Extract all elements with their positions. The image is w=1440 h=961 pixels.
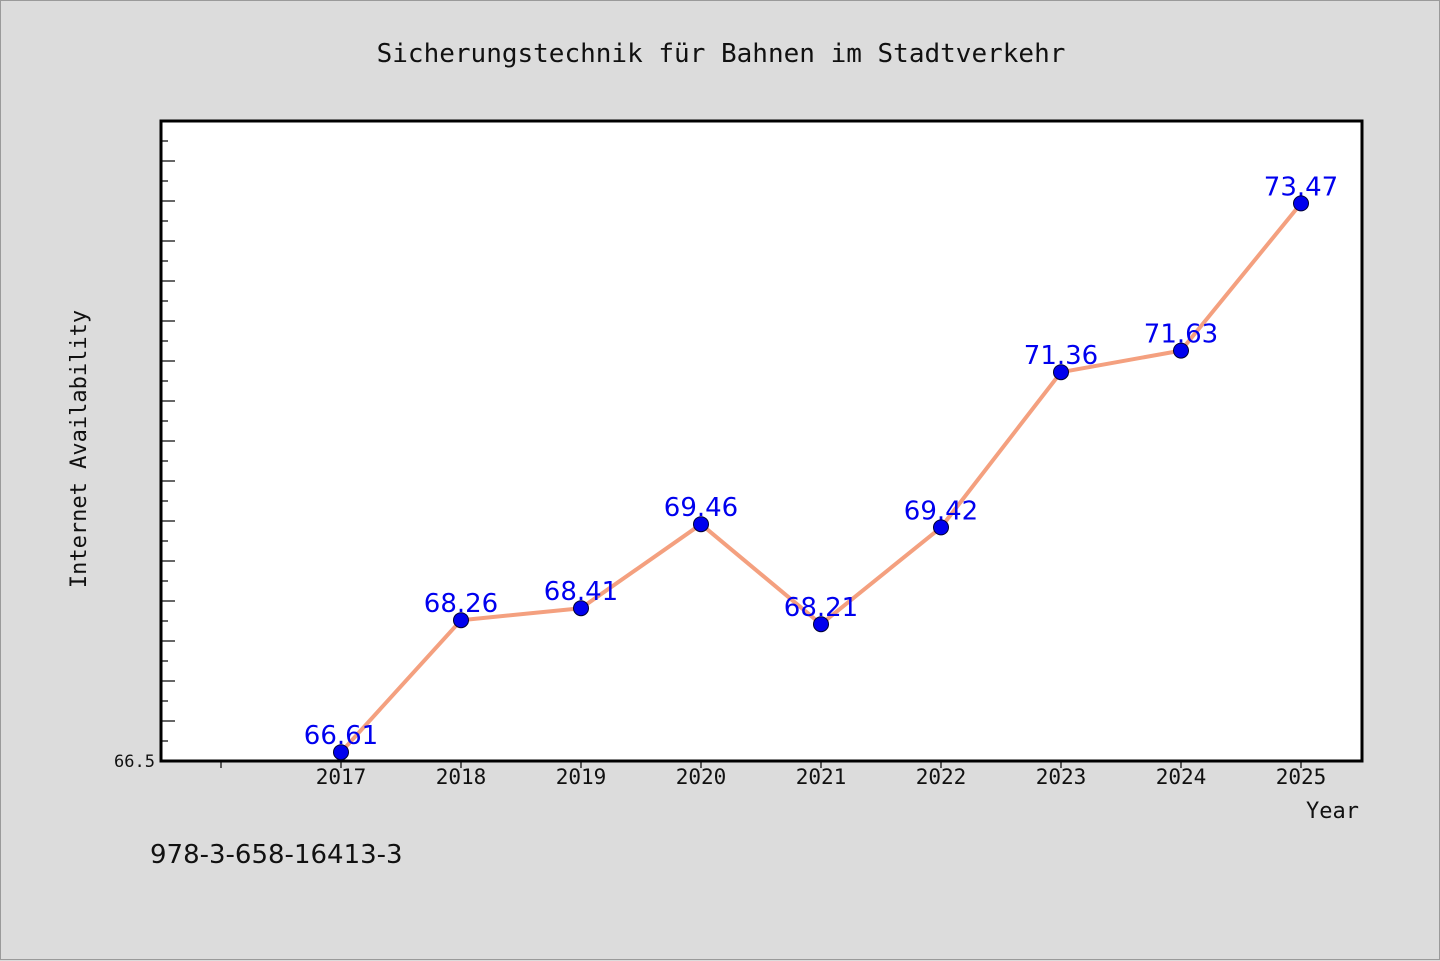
series-group bbox=[333, 195, 1309, 761]
footer-isbn: 978-3-658-16413-3 bbox=[150, 840, 403, 870]
data-point-2022 bbox=[933, 519, 949, 536]
data-point-2024 bbox=[1173, 342, 1189, 359]
data-label-group: 66.61 68.26 68.41 69.46 68.21 69.42 71.36 71.63… bbox=[304, 172, 1338, 751]
y-axis-label: Internet Availability bbox=[67, 310, 92, 588]
data-label-2017: 66.61 bbox=[304, 721, 378, 751]
data-point-2023 bbox=[1053, 364, 1069, 381]
data-label-2019: 68.41 bbox=[544, 577, 618, 607]
x-tick-label-2021: 2021 bbox=[796, 765, 847, 789]
data-label-2021: 68.21 bbox=[784, 593, 858, 623]
x-tick-label-2022: 2022 bbox=[916, 765, 967, 789]
data-label-2018: 68.26 bbox=[424, 589, 498, 619]
plot-area bbox=[159, 119, 1364, 763]
data-point-2018 bbox=[453, 612, 469, 629]
data-label-2024: 71.63 bbox=[1144, 320, 1218, 350]
x-axis-label: Year bbox=[1306, 799, 1359, 824]
data-label-2025: 73.47 bbox=[1264, 172, 1338, 202]
x-tick-label-2017: 2017 bbox=[316, 765, 367, 789]
data-label-2020: 69.46 bbox=[664, 493, 738, 523]
chart-title: Sicherungstechnik für Bahnen im Stadtver… bbox=[377, 39, 1066, 69]
x-axis-ticks bbox=[220, 761, 1302, 768]
data-point-2021 bbox=[813, 616, 829, 633]
data-point-2017 bbox=[333, 744, 349, 761]
x-tick-label-2020: 2020 bbox=[676, 765, 727, 789]
x-tick-label-2023: 2023 bbox=[1036, 765, 1087, 789]
y-tick-label-0: 66.5 bbox=[114, 752, 155, 772]
x-tick-label-2025: 2025 bbox=[1276, 765, 1327, 789]
data-point-2019 bbox=[573, 600, 589, 617]
x-tick-label-2018: 2018 bbox=[436, 765, 487, 789]
data-label-2022: 69.42 bbox=[904, 496, 978, 526]
data-point-2025 bbox=[1293, 195, 1309, 212]
data-label-2023: 71.36 bbox=[1024, 341, 1098, 371]
y-axis-tick-labels: 66.5 bbox=[114, 752, 155, 772]
x-tick-label-2024: 2024 bbox=[1156, 765, 1207, 789]
x-tick-label-2019: 2019 bbox=[556, 765, 607, 789]
x-axis-tick-labels: 2017 2018 2019 2020 2021 2022 2023 2024 2025 bbox=[316, 765, 1327, 789]
y-axis-ticks bbox=[161, 120, 175, 762]
data-point-2020 bbox=[693, 516, 709, 533]
